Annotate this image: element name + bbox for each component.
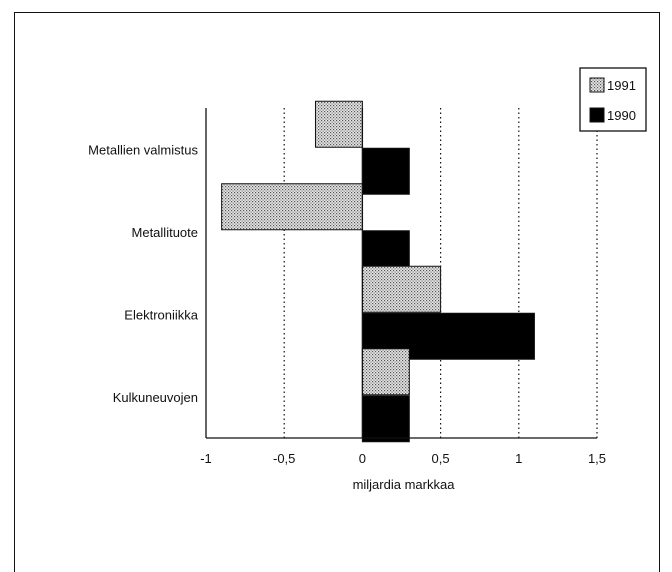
legend-swatch-1991 (589, 77, 605, 93)
legend-label-1991: 1991 (607, 78, 636, 93)
legend-swatch-1990 (589, 107, 605, 123)
category-label: Kulkuneuvojen (113, 390, 198, 405)
x-tick-label: -1 (200, 451, 212, 466)
bar-1991-3 (361, 348, 410, 396)
legend-label-1990: 1990 (607, 108, 636, 123)
bar-1990-0 (361, 147, 410, 195)
category-label: Metallituote (132, 225, 198, 240)
labels: Metallien valmistus Metallituote Elektroni… (88, 142, 606, 466)
bar-1991-0 (314, 100, 363, 148)
chart-frame (14, 12, 660, 572)
bar-1990-3 (361, 395, 410, 443)
x-axis-title: miljardia markkaa (353, 477, 456, 492)
x-tick-label: -0,5 (273, 451, 295, 466)
gridlines (283, 108, 598, 438)
x-tick-label: 0,5 (432, 451, 450, 466)
axes (205, 108, 597, 439)
category-label: Elektroniikka (124, 307, 198, 322)
bars (221, 100, 535, 443)
x-tick-label: 1,5 (588, 451, 606, 466)
bar-1991-1 (221, 183, 363, 231)
bar-1991-2 (361, 265, 442, 313)
x-tick-label: 0 (359, 451, 366, 466)
x-tick-label: 1 (515, 451, 522, 466)
category-label: Metallien valmistus (88, 142, 198, 157)
legend: 1991 1990 (579, 67, 647, 132)
